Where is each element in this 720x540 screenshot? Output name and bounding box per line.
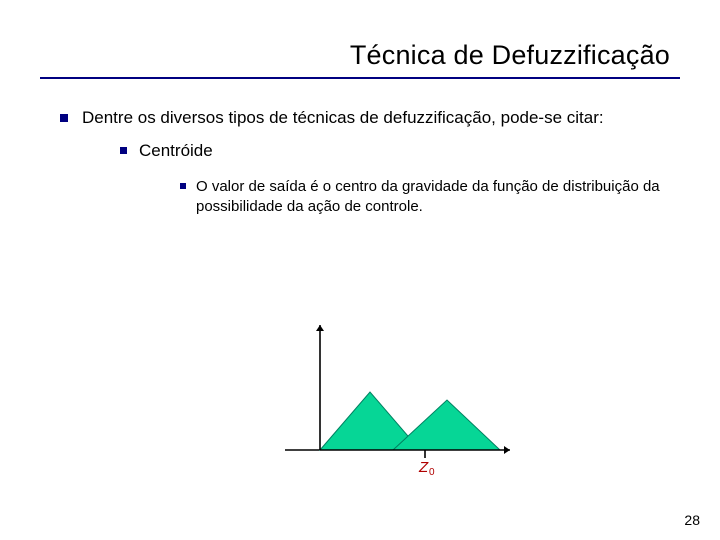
square-bullet-icon: [120, 147, 127, 154]
bullet-level-2-text: Centróide: [139, 140, 213, 163]
page-title: Técnica de Defuzzificação: [40, 40, 670, 71]
title-underline: [40, 77, 680, 79]
title-container: Técnica de Defuzzificação: [40, 40, 680, 71]
svg-text:Z: Z: [418, 459, 429, 476]
bullet-level-3-text: O valor de saída é o centro da gravidade…: [196, 177, 680, 218]
page-number: 28: [684, 512, 700, 528]
bullet-level-1-text: Dentre os diversos tipos de técnicas de …: [82, 107, 604, 130]
bullet-level-1: Dentre os diversos tipos de técnicas de …: [60, 107, 680, 130]
square-bullet-icon: [180, 183, 186, 189]
slide: Técnica de Defuzzificação Dentre os dive…: [0, 0, 720, 540]
svg-text:0: 0: [429, 467, 435, 478]
square-bullet-icon: [60, 114, 68, 122]
bullet-level-2: Centróide: [120, 140, 680, 163]
bullet-level-3: O valor de saída é o centro da gravidade…: [180, 177, 680, 218]
chart-svg: Z0: [275, 320, 515, 490]
defuzzification-chart: Z0: [275, 320, 515, 490]
